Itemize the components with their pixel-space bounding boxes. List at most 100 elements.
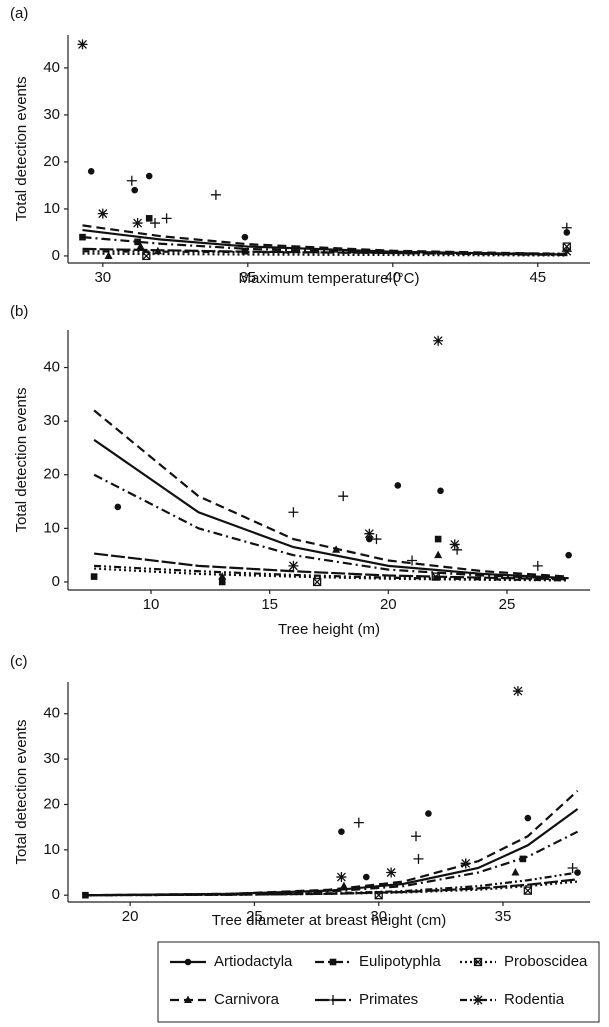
marker-shape [338,828,345,835]
point [288,560,299,571]
marker-shape [114,503,122,511]
point [150,218,160,229]
x-tick-label: 20 [122,908,139,925]
marker-shape [132,218,143,229]
point [386,867,397,878]
point [131,186,138,194]
marker-shape [434,550,443,559]
legend-label: Artiodactyla [214,953,293,970]
marker-shape [437,487,444,495]
point [519,855,527,863]
fit-line [94,564,569,582]
marker-shape [288,507,299,518]
point [565,551,572,559]
marker-shape [362,873,370,881]
point [136,242,145,250]
legend-marker [329,958,337,966]
panel-label: (b) [10,303,28,320]
marker-shape [561,246,572,257]
marker-shape [431,572,440,581]
marker-shape [218,572,227,580]
marker-shape [313,577,322,586]
point [218,572,227,580]
marker-shape [218,578,226,586]
y-tick-label: 40 [43,705,60,722]
marker-shape [364,528,375,539]
legend-marker [328,995,338,1005]
marker-shape [567,862,578,873]
marker-shape [366,535,373,543]
marker-shape [434,535,442,543]
marker-shape [449,539,460,550]
point [425,810,432,817]
x-tick-label: 35 [239,269,256,286]
x-axis-title: Tree height (m) [278,621,380,638]
point [77,39,88,50]
x-tick-label: 30 [370,908,387,925]
fit-line [85,830,579,897]
marker-shape [519,855,527,863]
marker-shape [77,39,88,50]
fit-line [82,224,567,256]
point [434,535,442,543]
point [433,335,444,346]
marker-shape [474,958,482,966]
fit-line [82,250,567,255]
marker-shape [87,168,95,175]
marker-shape [386,867,397,878]
point [362,873,370,881]
y-axis-title: Total detection events [13,76,30,221]
point [371,534,382,545]
legend-label: Carnivora [214,991,280,1008]
point [524,814,532,822]
marker-shape [371,534,382,545]
point [407,555,418,566]
point [90,573,98,580]
x-tick-label: 20 [380,596,397,613]
y-tick-label: 40 [43,59,60,76]
marker-shape [288,560,299,571]
point [413,853,424,864]
y-tick-label: 0 [52,247,60,264]
legend-marker [473,957,483,967]
marker-shape [336,872,347,883]
marker-shape [473,957,483,967]
point [339,881,348,890]
point [561,246,572,257]
point [161,213,172,224]
marker-shape [511,868,520,876]
point [523,886,533,895]
point [97,208,108,219]
point [366,535,373,543]
x-tick-label: 25 [499,596,516,613]
point [312,577,322,587]
point [288,507,299,518]
fit-line [85,871,578,897]
fit-line [82,252,567,257]
x-tick-label: 40 [384,269,401,286]
point [411,831,421,842]
marker-shape [338,491,349,502]
y-tick-label: 10 [43,200,60,217]
legend-label: Eulipotyphla [359,953,441,970]
y-tick-label: 30 [43,750,60,767]
point [104,251,113,259]
point [449,539,460,550]
panel-label: (c) [10,653,28,670]
marker-shape [353,817,364,828]
point [561,222,572,233]
fit-line [94,567,569,582]
x-axis-title: Tree diameter at breast height (cm) [212,912,447,929]
marker-shape [473,995,483,1005]
marker-shape [134,238,141,246]
marker-shape [329,958,337,966]
marker-shape [82,891,89,899]
fit-line [93,438,569,580]
fit-line [93,552,569,581]
marker-shape [574,869,581,876]
point [134,238,141,246]
marker-shape [523,886,532,895]
marker-shape [79,233,86,241]
marker-shape [145,172,153,180]
